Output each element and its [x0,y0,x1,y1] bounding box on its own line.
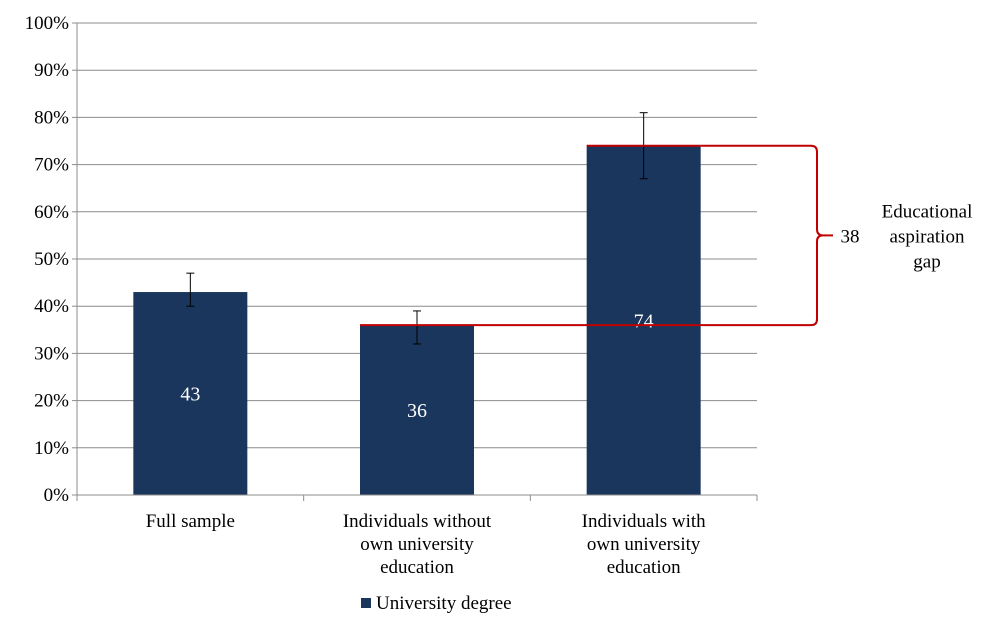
y-tick-label: 100% [25,13,70,34]
bars: 43 36 74 [133,145,701,495]
bar [360,325,474,495]
y-tick-label: 20% [34,391,69,412]
y-tick-label: 30% [34,343,69,364]
bar-data-label: 74 [634,310,654,332]
error-bars [186,112,648,345]
bar-data-label: 36 [407,400,427,422]
y-tick-label: 90% [34,60,69,81]
gap-value-label: 38 [841,226,860,247]
legend: University degree [361,593,512,614]
bar [133,292,248,495]
axes [76,23,758,501]
x-category-label: Individuals with own university education [582,511,707,578]
category-labels: Full sample Individuals without own univer… [146,511,706,578]
bar [586,145,701,495]
x-category-label: Individuals without own university educati… [343,511,492,578]
y-tick-label: 50% [34,249,69,270]
x-category-label: Full sample [146,511,235,532]
y-tick-label: 40% [34,296,69,317]
legend-swatch [361,598,371,608]
legend-label: University degree [376,593,512,614]
y-axis-ticks: 0% 10% 20% 30% 40% 50% 60% 70% 80% 90% 100% [25,13,70,506]
aspiration-gap-annotation: 38 Educational aspiration gap [360,144,973,327]
gap-text-label: Educational aspiration gap [882,201,973,272]
y-tick-label: 60% [34,202,69,223]
y-tick-label: 80% [34,107,69,128]
y-tick-label: 0% [44,485,70,506]
y-tick-label: 70% [34,155,69,176]
y-tick-label: 10% [34,438,69,459]
bar-data-label: 43 [180,384,200,406]
